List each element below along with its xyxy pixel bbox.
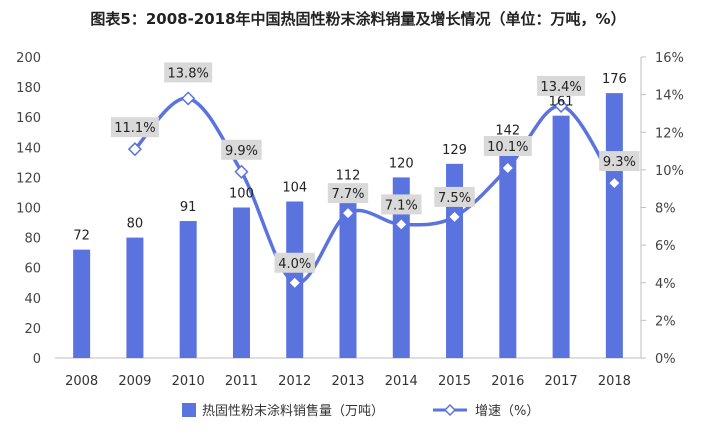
y-left-tick-label: 80 — [24, 232, 41, 247]
x-tick-label: 2008 — [65, 374, 98, 389]
rate-label-box — [164, 62, 213, 83]
y-right-tick-label: 14% — [655, 89, 684, 104]
y-left-tick-label: 200 — [16, 51, 41, 66]
bar-value-label: 112 — [336, 168, 361, 183]
bar-value-label: 120 — [389, 156, 414, 171]
legend-line-marker — [443, 403, 457, 417]
rate-point-marker — [607, 175, 622, 191]
rate-line — [127, 91, 622, 290]
y-right-tick-label: 16% — [655, 51, 684, 66]
rate-value-label: 13.4% — [540, 80, 581, 95]
bar-value-label: 91 — [180, 200, 197, 215]
bar — [499, 144, 517, 358]
rate-point-marker — [181, 91, 196, 106]
rate-label-box — [434, 186, 475, 207]
rate-label-box — [110, 117, 159, 138]
bar-value-label: 80 — [127, 217, 144, 232]
axes: 0 20 40 60 80 100 120 140 160 180 200 0% 2% 4% 6% 8% 10%… — [16, 51, 684, 389]
rate-label-box — [327, 183, 369, 204]
bar — [605, 93, 623, 359]
rate-value-label: 7.1% — [385, 198, 418, 213]
y-right-tick-label: 2% — [655, 314, 676, 329]
bar — [73, 249, 91, 358]
bar-value-label: 72 — [73, 229, 90, 244]
bar — [552, 115, 570, 358]
bar-value-label: 142 — [495, 123, 520, 138]
rate-point-marker — [287, 275, 302, 290]
legend: 热固性粉末涂料销售量（万吨） 增速（%） — [182, 403, 539, 419]
bar — [126, 237, 144, 358]
bar-value-label: 176 — [602, 72, 627, 87]
rate-value-label: 7.7% — [331, 187, 364, 202]
rate-point-marker — [340, 206, 356, 221]
rate-point-marker — [447, 209, 462, 224]
x-tick-label: 2012 — [278, 374, 311, 389]
data-labels: 72 80 91 100 104 112 120 129 142 161 176 11.1% 13.8%… — [73, 62, 640, 273]
bar-value-label: 104 — [282, 180, 307, 195]
y-left-tick-label: 0 — [33, 352, 41, 367]
y-left-tick-label: 20 — [24, 322, 41, 337]
y-right-tick-label: 6% — [655, 239, 676, 254]
rate-point-marker — [234, 164, 249, 179]
y-right-tick-label: 8% — [655, 202, 676, 217]
rate-label-box — [381, 194, 422, 215]
y-right-tick-label: 0% — [655, 352, 676, 367]
rate-value-label: 10.1% — [487, 140, 528, 155]
y-right-tick-label: 12% — [655, 126, 684, 141]
rate-point-marker — [394, 217, 409, 232]
rate-point-marker — [127, 142, 142, 157]
y-left-tick-label: 60 — [24, 262, 41, 277]
y-right-tick-label: 4% — [655, 277, 676, 292]
y-left-tick-label: 140 — [16, 141, 41, 156]
bar — [232, 207, 250, 358]
legend-line-label: 增速（%） — [475, 404, 539, 419]
x-tick-label: 2011 — [225, 374, 258, 389]
rate-value-label: 7.5% — [438, 191, 471, 206]
chart-title: 图表5：2008-2018年中国热固性粉末涂料销量及增长情况（单位：万吨，%） — [90, 10, 626, 28]
x-tick-label: 2015 — [438, 374, 471, 389]
rate-label-box — [483, 135, 532, 156]
bar-value-label: 100 — [229, 187, 254, 202]
rate-label-box — [274, 252, 315, 273]
y-left-tick-label: 180 — [16, 81, 41, 96]
bar-value-label: 129 — [442, 143, 467, 158]
bars — [73, 93, 623, 359]
x-tick-label: 2018 — [598, 374, 631, 389]
y-left-tick-label: 160 — [16, 111, 41, 126]
rate-label-box — [537, 75, 586, 96]
legend-bar-label: 热固性粉末涂料销售量（万吨） — [202, 403, 384, 419]
y-left-tick-label: 40 — [24, 292, 41, 307]
rate-value-label: 4.0% — [278, 257, 311, 272]
rate-label-box — [221, 139, 262, 160]
x-tick-label: 2014 — [385, 374, 418, 389]
bar-value-label: 161 — [549, 95, 574, 110]
y-left-tick-label: 120 — [16, 171, 41, 186]
rate-value-label: 9.9% — [225, 144, 258, 159]
rate-value-label: 9.3% — [603, 155, 636, 170]
rate-value-label: 11.1% — [114, 121, 155, 136]
x-tick-label: 2016 — [491, 374, 524, 389]
bar — [339, 189, 357, 358]
rate-point-marker — [554, 98, 569, 113]
rate-point-marker — [500, 160, 515, 176]
y-left-tick-label: 100 — [16, 202, 41, 217]
rate-line-path — [133, 96, 616, 285]
legend-bar-swatch — [182, 403, 196, 417]
x-tick-label: 2013 — [331, 374, 364, 389]
x-tick-label: 2017 — [545, 374, 578, 389]
y-right-tick-label: 10% — [655, 164, 684, 179]
x-tick-label: 2010 — [172, 374, 205, 389]
bar — [179, 221, 197, 358]
rate-value-label: 13.8% — [168, 66, 209, 81]
x-tick-label: 2009 — [118, 374, 151, 389]
rate-label-box — [599, 151, 640, 172]
